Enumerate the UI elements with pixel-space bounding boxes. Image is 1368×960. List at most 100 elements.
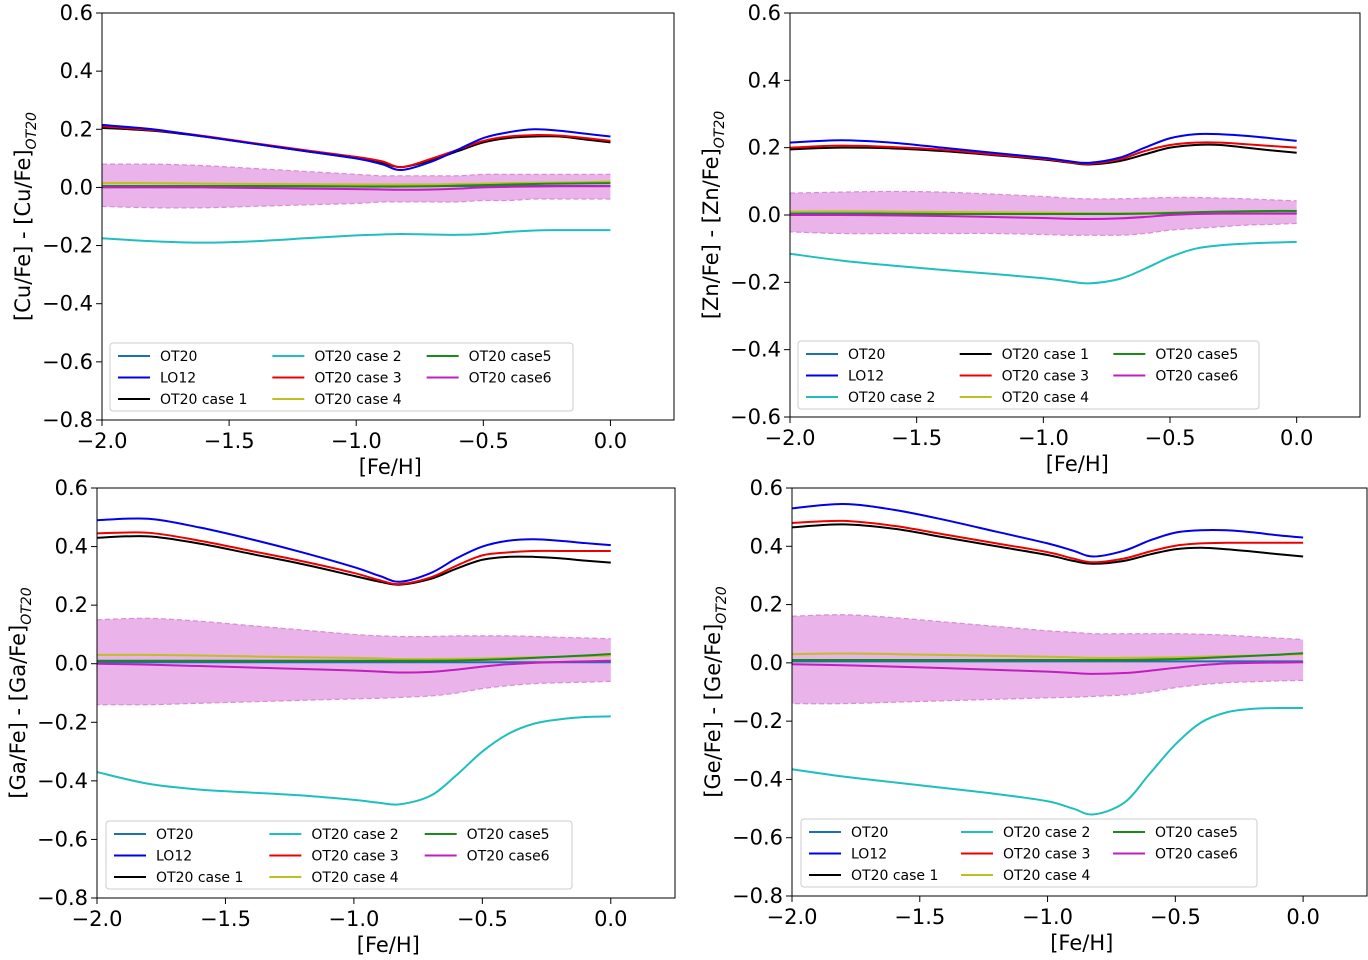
axes-frame-ga xyxy=(96,487,676,899)
series-line-ot20-case6-cu xyxy=(102,185,611,191)
y-tick-label: −0.4 xyxy=(42,292,93,316)
axes-frame-ge xyxy=(791,487,1368,897)
legend-entry-label: LO12 xyxy=(848,369,884,385)
y-tick-label: 0.0 xyxy=(60,175,93,199)
x-axis-label-zn: [Fe/H] xyxy=(1046,452,1109,476)
legend-entry-label: OT20 case6 xyxy=(1155,847,1238,863)
legend-entry-label: OT20 case6 xyxy=(1155,369,1238,385)
x-axis-label-ge: [Fe/H] xyxy=(1050,931,1113,955)
series-line-ot20-case5-zn xyxy=(789,209,1297,216)
x-tick-label: −0.5 xyxy=(1145,426,1196,450)
legend-box-ge xyxy=(800,818,1258,888)
series-line-ot20-case-1-ge xyxy=(791,523,1304,565)
legend-entry-label: OT20 case5 xyxy=(1155,347,1238,363)
y-tick-label: 0.6 xyxy=(750,476,783,500)
y-tick-label: 0.2 xyxy=(748,136,781,160)
band-upper-edge-zn xyxy=(789,190,1297,202)
legend-entry-label: OT20 case 3 xyxy=(1002,369,1089,385)
series-line-ot20-case-1-zn xyxy=(789,143,1297,166)
y-tick-label: 0.4 xyxy=(55,535,88,559)
series-line-ot20-case6-ge xyxy=(791,661,1304,675)
x-axis-label-cu: [Fe/H] xyxy=(359,455,422,479)
axes-frame-cu xyxy=(101,12,675,421)
y-axis-label-cu: [Cu/Fe] - [Cu/Fe]OT20 xyxy=(11,112,40,321)
x-tick-label: 0.0 xyxy=(1286,905,1319,929)
y-tick-label: −0.4 xyxy=(732,767,783,791)
x-tick-label: −0.5 xyxy=(458,429,509,453)
x-tick-label: −2.0 xyxy=(767,905,818,929)
legend-box-ga xyxy=(105,820,573,890)
y-tick-label: −0.6 xyxy=(732,826,783,850)
y-tick-label: 0.2 xyxy=(60,117,93,141)
legend-entry-label: OT20 case 3 xyxy=(311,849,398,865)
panel-zn: −2.0 −1.5 −1.0 −0.5 0.0 −0.6 −0.4 −0.2 0.0 0.2 0.4… xyxy=(699,1,1361,476)
x-tick-label: −2.0 xyxy=(72,907,123,931)
series-line-ot20-case5-cu xyxy=(102,182,611,188)
y-tick-label: 0.6 xyxy=(55,476,88,500)
y-tick-label: −0.6 xyxy=(42,350,93,374)
y-axis-label-ge: [Ge/Fe] - [Ge/Fe]OT20 xyxy=(701,586,730,797)
band-lower-edge-ge xyxy=(791,679,1304,705)
y-tick-label: −0.2 xyxy=(42,234,93,258)
y-tick-label: −0.6 xyxy=(37,827,88,851)
x-tick-label: 0.0 xyxy=(594,907,627,931)
legend-entry-label: OT20 case 2 xyxy=(311,827,398,843)
x-tick-label: −0.5 xyxy=(1150,905,1201,929)
panel-ge: −2.0 −1.5 −1.0 −0.5 0.0 −0.8 −0.6 −0.4 −0.2 0.0 0.… xyxy=(701,476,1368,955)
legend-entry-label: OT20 case 1 xyxy=(1002,347,1089,363)
x-tick-label: −0.5 xyxy=(457,907,508,931)
x-tick-label: −1.5 xyxy=(891,426,942,450)
x-tick-label: −1.0 xyxy=(1022,905,1073,929)
series-line-ot20-case-2-zn xyxy=(789,240,1297,285)
x-axis-label-ga: [Fe/H] xyxy=(357,933,420,957)
x-tick-label: 0.0 xyxy=(1280,426,1313,450)
series-line-ot20-case-3-ga xyxy=(96,531,611,586)
legend-entry-label: OT20 case 2 xyxy=(848,390,935,406)
legend-entry-label: OT20 case 4 xyxy=(311,870,398,886)
panel-ga: −2.0 −1.5 −1.0 −0.5 0.0 −0.8 −0.6 −0.4 −0.2 0.0 0.… xyxy=(6,476,676,957)
legend-entry-label: OT20 case 3 xyxy=(314,371,401,387)
x-tick-label: −1.0 xyxy=(331,429,382,453)
legend-entry-label: OT20 xyxy=(156,827,193,843)
legend-entry-label: OT20 case 1 xyxy=(156,870,243,886)
series-line-ot20-case-2-ga xyxy=(96,715,611,806)
legend-entry-label: OT20 case 1 xyxy=(851,868,938,884)
series-line-ot20-case-4-cu xyxy=(101,180,611,186)
legend-entry-label: LO12 xyxy=(160,371,196,387)
y-tick-label: −0.4 xyxy=(37,769,88,793)
legend-entry-label: OT20 case6 xyxy=(469,371,552,387)
legend-entry-label: OT20 xyxy=(851,825,888,841)
x-tick-label: −1.5 xyxy=(200,907,251,931)
series-line-ot20-case6-ga xyxy=(96,659,611,674)
legend-entry-label: OT20 case 4 xyxy=(314,392,401,408)
y-tick-label: 0.6 xyxy=(60,1,93,25)
legend-entry-label: OT20 case 3 xyxy=(1003,847,1090,863)
band-lower-edge-cu xyxy=(101,198,611,209)
y-tick-label: 0.6 xyxy=(748,1,781,25)
y-tick-label: 0.0 xyxy=(750,651,783,675)
series-line-lo12-ge xyxy=(791,503,1304,558)
y-tick-label: 0.0 xyxy=(55,652,88,676)
y-tick-label: −0.8 xyxy=(37,886,88,910)
legend-entry-label: OT20 case 2 xyxy=(314,349,401,365)
x-tick-label: −2.0 xyxy=(765,426,816,450)
legend-entry-label: OT20 xyxy=(848,347,885,363)
x-tick-label: −2.0 xyxy=(77,429,128,453)
series-line-lo12-zn xyxy=(789,132,1297,164)
legend-entry-label: OT20 case5 xyxy=(469,349,552,365)
series-line-ot20-case5-ge xyxy=(792,652,1304,661)
series-line-ot20-case-2-cu xyxy=(101,229,611,244)
series-line-ot20-case-1-ga xyxy=(96,535,611,586)
legend-entry-label: OT20 case 4 xyxy=(1002,390,1089,406)
y-tick-label: 0.0 xyxy=(748,203,781,227)
band-lower-edge-zn xyxy=(789,222,1297,236)
y-tick-label: −0.2 xyxy=(730,270,781,294)
y-tick-label: 0.4 xyxy=(60,59,93,83)
y-axis-label-main: [Zn/Fe] - [Zn/Fe] xyxy=(699,148,723,319)
series-line-ot20-case-3-ge xyxy=(791,519,1304,564)
y-axis-label-main: [Ga/Fe] - [Ga/Fe] xyxy=(6,625,30,799)
legend-entry-label: OT20 case5 xyxy=(1155,825,1238,841)
y-axis-label-subscript: OT20 xyxy=(19,587,35,624)
x-tick-label: 0.0 xyxy=(594,429,627,453)
